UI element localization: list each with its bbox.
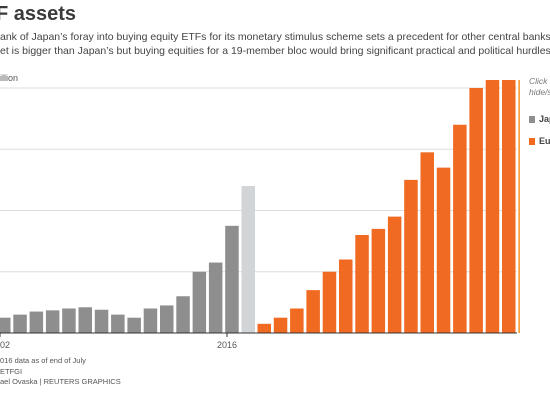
legend-swatch-japan <box>529 115 535 123</box>
bar-europe[interactable] <box>290 308 304 334</box>
legend-item-europe[interactable]: Euro <box>529 135 550 147</box>
bar-japan[interactable] <box>62 308 76 334</box>
bar-japan[interactable] <box>192 271 207 333</box>
bar-europe[interactable] <box>436 167 451 333</box>
legend-item-japan[interactable]: Japa <box>529 113 550 125</box>
bar-chart: 02 2016 <box>0 80 520 350</box>
bar-europe[interactable] <box>420 152 435 333</box>
bar-japan[interactable] <box>111 314 125 333</box>
x-axis-tick-label: 02 <box>0 340 10 350</box>
bar-japan[interactable] <box>208 262 223 333</box>
bar-japan[interactable] <box>127 317 141 333</box>
bar-japan[interactable] <box>160 305 174 333</box>
y-axis-unit-label: illion <box>0 73 19 83</box>
bar-japan[interactable] <box>45 310 60 333</box>
bar-japan[interactable] <box>143 308 158 334</box>
legend-label-europe: Euro <box>539 136 550 146</box>
bar-japan[interactable] <box>225 225 239 333</box>
bar-japan[interactable] <box>29 311 44 333</box>
bar-japan[interactable] <box>0 317 11 333</box>
description-line-1: ank of Japan’s foray into buying equity … <box>0 31 550 43</box>
legend-hint-line-2: hide/s <box>529 87 550 97</box>
description-line-2: et is bigger than Japan’s but buying equ… <box>0 45 550 57</box>
bar-europe[interactable] <box>387 216 402 333</box>
bar-japan[interactable] <box>94 309 109 333</box>
footnote-source: ETFGI <box>0 367 23 376</box>
bar-europe[interactable] <box>306 290 320 333</box>
bar-europe[interactable] <box>371 228 386 333</box>
bar-europe[interactable] <box>502 80 516 333</box>
bar-europe[interactable] <box>355 235 369 333</box>
bar-europe[interactable] <box>469 88 483 333</box>
x-axis-tick-label: 2016 <box>217 340 237 350</box>
footnote-credit: ael Ovaska | REUTERS GRAPHICS <box>0 377 121 386</box>
bar-europe[interactable] <box>453 124 467 333</box>
bar-europe[interactable] <box>404 179 418 333</box>
bar-japan[interactable] <box>241 186 256 333</box>
legend-hint-line-1: Click <box>529 76 548 86</box>
bar-europe[interactable] <box>322 271 337 333</box>
bar-japan[interactable] <box>13 314 27 333</box>
bar-europe[interactable] <box>518 80 520 333</box>
bar-europe[interactable] <box>273 317 288 333</box>
bar-japan[interactable] <box>176 296 190 333</box>
bar-europe[interactable] <box>257 323 272 333</box>
legend-label-japan: Japa <box>539 114 550 124</box>
bar-japan[interactable] <box>78 307 93 333</box>
bar-europe[interactable] <box>339 259 353 334</box>
bar-europe[interactable] <box>485 80 500 333</box>
legend-swatch-europe <box>529 137 535 145</box>
chart-title: F assets <box>0 3 77 25</box>
footnote-data-note: 016 data as of end of July <box>0 356 86 365</box>
